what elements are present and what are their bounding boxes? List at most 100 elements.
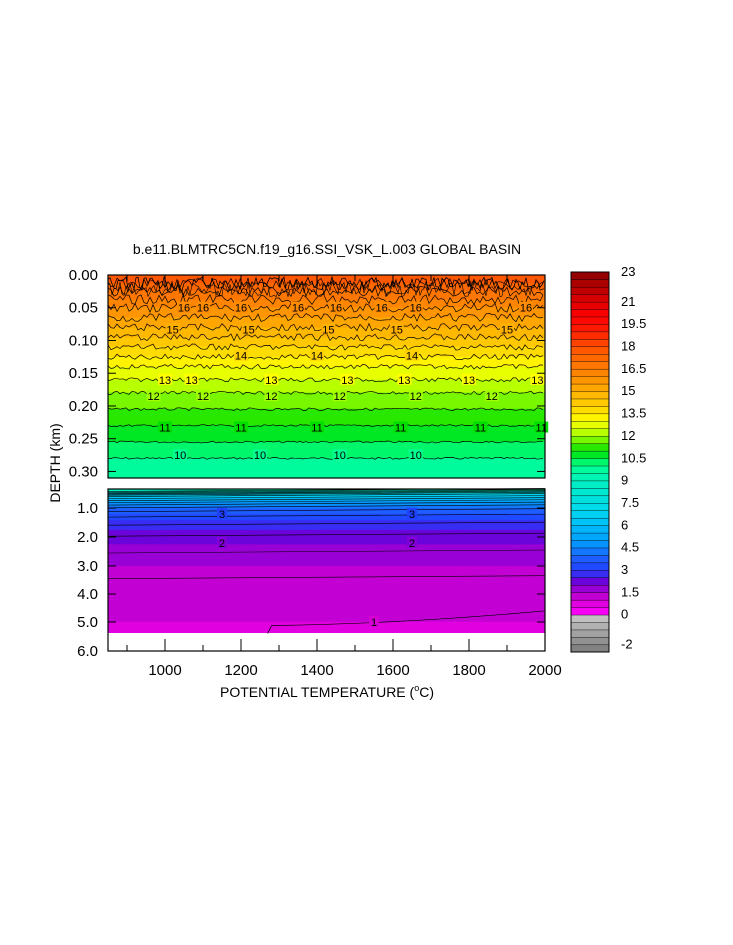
contour-label: 11	[475, 423, 486, 435]
contour-line	[107, 493, 546, 497]
contour-line	[108, 390, 544, 395]
contour-label-bg	[405, 349, 419, 361]
contour-line	[107, 491, 546, 496]
contour-label: 13	[265, 375, 277, 387]
contour-label: 16	[375, 303, 387, 315]
contour-label-bg	[408, 390, 423, 402]
contour-label: 12	[334, 391, 346, 403]
x-tick-label: 2000	[528, 662, 561, 679]
contour-label-bg	[321, 323, 336, 335]
colorbar-bin	[570, 271, 610, 280]
chart-title: b.e11.BLMTRC5CN.f19_g16.SSI_VSK_L.003 GL…	[133, 241, 521, 257]
contour-label-bg	[196, 301, 210, 313]
x-tick-label: 1800	[452, 662, 485, 679]
colorbar-bin	[570, 316, 610, 325]
colorbar-bin	[570, 569, 610, 578]
lower-panel-frame	[107, 488, 546, 652]
colorbar-bin	[570, 309, 610, 318]
contour-label: 11	[235, 423, 246, 435]
contour-label: 13	[159, 375, 171, 387]
colorbar-bin	[570, 472, 610, 482]
contour-label-bg	[473, 421, 488, 433]
contour-label-bg	[234, 349, 248, 361]
contour-label: 13	[531, 375, 543, 387]
colorbar-bin	[570, 480, 610, 489]
contour-label: 3	[219, 509, 225, 521]
contour-label: 13	[341, 375, 353, 387]
contour-label-bg	[310, 349, 324, 361]
contour-label-bg	[530, 373, 545, 385]
contour-line	[107, 532, 546, 537]
y-tick-label: 3.0	[77, 558, 98, 575]
y-tick-label: 1.0	[77, 500, 98, 517]
contour-label: 16	[235, 303, 247, 315]
colorbar-bin	[570, 413, 610, 422]
y-tick-label: 0.25	[69, 431, 98, 448]
contour-label-bg	[408, 301, 423, 313]
y-tick-label: 0.10	[69, 332, 98, 349]
contour-line	[267, 610, 546, 634]
colorbar-bin	[570, 420, 610, 429]
colorbar-bin	[570, 331, 610, 340]
contour-label: 16	[330, 303, 342, 315]
colorbar-bin	[570, 532, 610, 541]
colorbar-bin	[570, 279, 610, 288]
contour-label-bg	[158, 373, 172, 385]
contour-label-bg	[329, 301, 343, 313]
contour-label: 10	[410, 450, 422, 462]
contour-label-bg	[165, 323, 180, 335]
contour-label-bg	[500, 323, 514, 335]
x-tick-label: 1000	[148, 662, 181, 679]
contour-label: 14	[406, 351, 418, 363]
colorbar-tick-label: 18	[621, 339, 635, 354]
colorbar-bin	[570, 443, 610, 452]
contour-label: 1	[371, 617, 377, 629]
contour-label: 12	[147, 391, 159, 403]
contour-label-bg	[253, 449, 267, 461]
lower-y-axis: 1.0 2.0 3.0 4.0 5.0 6.0	[77, 500, 545, 660]
colorbar-bin	[570, 495, 610, 504]
contour-line	[107, 353, 544, 361]
colorbar-bin	[570, 636, 610, 646]
contour-label-bg	[217, 507, 227, 519]
colorbar-bin	[570, 629, 610, 638]
colorbar-bin	[570, 584, 610, 593]
contour-label-bg	[519, 301, 533, 313]
contour-label-bg	[534, 421, 549, 433]
x-tick-label: 1200	[224, 662, 257, 679]
contour-line	[107, 343, 544, 351]
colorbar-bin	[570, 517, 610, 526]
x-tick-label: 1600	[376, 662, 409, 679]
colorbar-bin	[570, 487, 610, 497]
contour-label: 11	[395, 423, 406, 435]
colorbar-bin	[570, 540, 610, 549]
colorbar-bin	[570, 592, 610, 601]
contour-line	[107, 504, 546, 509]
colorbar-bin	[570, 502, 610, 511]
colorbar-tick-label: 3	[621, 562, 628, 577]
colorbar-bin	[570, 510, 610, 519]
contour-label-bg	[234, 421, 248, 433]
colorbar-bin	[570, 361, 610, 370]
contour-label: 11	[159, 423, 170, 435]
colorbar-bin	[570, 562, 610, 571]
contour-label: 12	[265, 391, 277, 403]
colorbar-bin	[570, 577, 610, 586]
contour-label-bg	[196, 390, 210, 402]
upper-panel-frame	[107, 274, 546, 479]
contour-label-bg	[158, 421, 172, 433]
contour-label: 12	[486, 391, 498, 403]
colorbar-bin	[570, 428, 610, 437]
y-tick-label: 0.30	[69, 463, 98, 480]
colorbar-tick-label: 1.5	[621, 584, 639, 599]
y-tick-label: 0.15	[69, 365, 98, 382]
colorbar-bin	[570, 458, 610, 467]
contour-label-bg	[393, 421, 408, 433]
contour-label: 14	[311, 351, 323, 363]
colorbar-bin	[570, 398, 610, 407]
contour-label-bg	[310, 421, 324, 433]
colorbar-bin	[570, 599, 610, 608]
